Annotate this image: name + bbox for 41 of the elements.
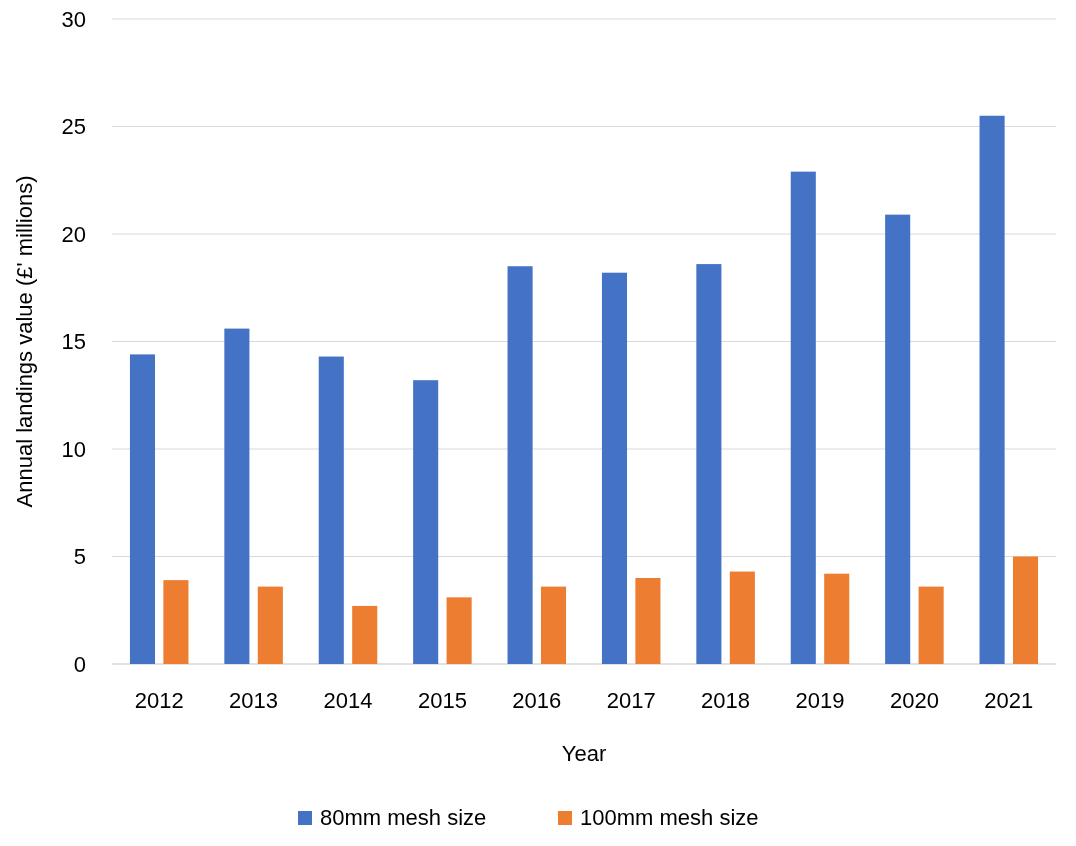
x-tick-label: 2019: [795, 688, 845, 713]
bar: [318, 356, 344, 664]
x-tick-label: 2018: [701, 688, 751, 713]
y-axis-title: Annual landings value (£' millions): [12, 175, 37, 508]
bar: [224, 328, 250, 664]
bar: [257, 586, 283, 664]
x-tick-label: 2014: [323, 688, 373, 713]
bar: [790, 171, 816, 664]
bar: [635, 578, 661, 664]
x-tick-label: 2020: [889, 688, 939, 713]
x-tick-label: 2012: [134, 688, 184, 713]
x-axis-title: Year: [561, 741, 607, 766]
y-tick-label: 5: [73, 544, 86, 570]
bar: [413, 380, 439, 664]
y-tick-label: 0: [73, 651, 86, 677]
bar: [507, 266, 533, 664]
y-tick-label: 10: [61, 436, 86, 462]
bar: [352, 605, 378, 664]
bar: [918, 586, 944, 664]
bar: [729, 571, 755, 664]
y-tick-label: 30: [61, 6, 86, 32]
y-tick-label: 25: [61, 114, 86, 140]
bar: [601, 272, 628, 664]
x-tick-label: 2021: [984, 688, 1034, 713]
bar: [696, 264, 722, 664]
x-tick-label: 2015: [417, 688, 467, 713]
y-tick-label: 20: [61, 221, 86, 247]
bar: [163, 580, 189, 664]
bar: [129, 354, 156, 664]
legend-label: 80mm mesh size: [320, 805, 487, 830]
bar: [540, 586, 567, 664]
bar: [979, 115, 1005, 664]
x-tick-label: 2013: [229, 688, 279, 713]
y-tick-label: 15: [61, 329, 86, 355]
bar: [446, 597, 472, 664]
legend-label: 100mm mesh size: [580, 805, 759, 830]
bar: [1012, 556, 1039, 664]
bar: [885, 214, 911, 664]
x-tick-label: 2017: [606, 688, 656, 713]
bar: [824, 573, 850, 664]
x-tick-label: 2016: [512, 688, 562, 713]
